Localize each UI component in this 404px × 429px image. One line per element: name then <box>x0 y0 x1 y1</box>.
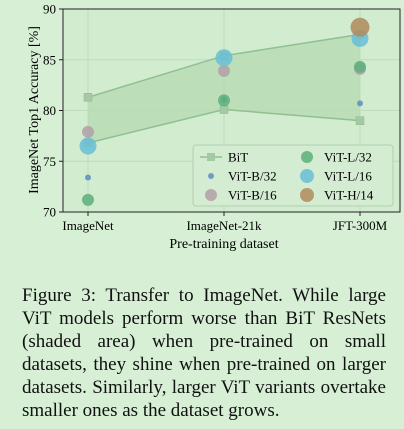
legend-label: ViT-B/16 <box>228 188 277 203</box>
legend-box <box>192 144 394 207</box>
legend-marker <box>300 169 314 183</box>
point-vit-l-16 <box>215 49 233 67</box>
y-tick-label: 90 <box>43 2 56 17</box>
point-vit-b-16 <box>82 125 94 138</box>
bit-marker <box>83 93 93 102</box>
figure-caption: Figure 3: Transfer to ImageNet. While la… <box>22 285 386 421</box>
x-tick-label: ImageNet <box>62 218 114 233</box>
chart: 70 75 80 85 90 ImageNet ImageNet-21k JFT-300M B… <box>27 2 401 252</box>
legend-marker <box>300 188 314 202</box>
y-axis-label: ImageNet Top1 Accuracy [%] <box>27 26 42 194</box>
point-vit-l-32 <box>82 193 94 206</box>
point-vit-b-32 <box>357 100 363 107</box>
bit-marker <box>219 105 229 114</box>
y-tick-label: 75 <box>43 154 56 169</box>
legend-label: ViT-L/16 <box>324 169 372 184</box>
legend-bit-marker <box>207 153 215 161</box>
point-vit-b-16 <box>218 64 230 77</box>
legend-marker <box>301 151 313 163</box>
point-vit-l-16 <box>79 137 97 155</box>
bit-shaded-area <box>88 34 360 143</box>
y-tick-label: 85 <box>43 52 56 67</box>
legend-label: ViT-L/32 <box>324 150 372 165</box>
point-vit-b-32 <box>85 174 91 181</box>
point-vit-l-32 <box>218 94 230 107</box>
bit-marker <box>355 116 365 125</box>
y-tick-label: 80 <box>43 103 56 118</box>
x-tick-label: ImageNet-21k <box>186 218 262 233</box>
legend-marker <box>208 173 214 179</box>
legend-label: BiT <box>228 150 248 165</box>
legend-label: ViT-B/32 <box>228 169 277 184</box>
point-vit-l-32 <box>354 60 366 73</box>
point-vit-h-14 <box>350 17 370 37</box>
legend-marker <box>205 189 217 201</box>
legend-label: ViT-H/14 <box>324 188 374 203</box>
x-axis-label: Pre-training dataset <box>169 237 278 252</box>
x-tick-label: JFT-300M <box>333 218 388 233</box>
y-tick-label: 70 <box>43 205 56 220</box>
